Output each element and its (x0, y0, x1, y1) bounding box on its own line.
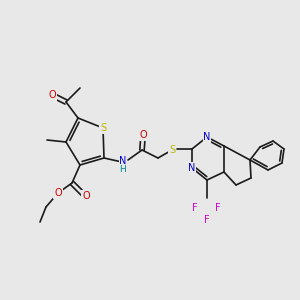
Text: O: O (48, 90, 56, 100)
Text: N: N (188, 163, 196, 173)
Text: F: F (215, 203, 221, 213)
Text: O: O (82, 191, 90, 201)
Text: F: F (192, 203, 198, 213)
Text: S: S (169, 145, 175, 155)
Text: F: F (204, 215, 210, 225)
Text: O: O (54, 188, 62, 198)
Text: N: N (119, 156, 127, 166)
Text: S: S (100, 123, 106, 133)
Text: N: N (203, 132, 211, 142)
Text: H: H (120, 164, 126, 173)
Text: O: O (139, 130, 147, 140)
